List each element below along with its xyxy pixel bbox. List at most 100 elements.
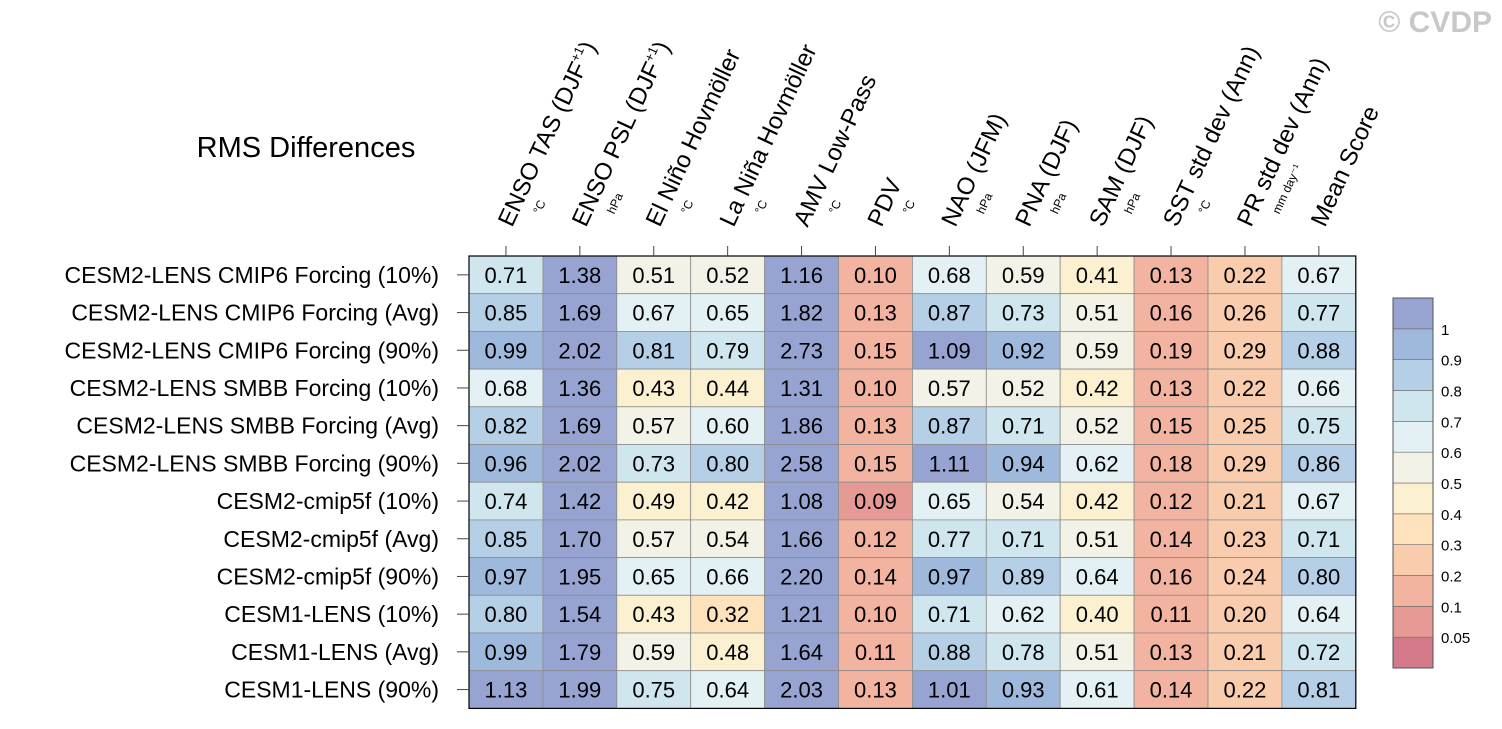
heatmap-cell	[838, 557, 913, 596]
cell-value-label: 1.01	[928, 678, 971, 703]
colorbar-swatch	[1392, 482, 1434, 515]
cell-value-label: 0.52	[1076, 414, 1119, 439]
cell-value-label: 0.92	[1002, 338, 1045, 363]
heatmap-cell	[838, 632, 913, 672]
heatmap-cell	[1207, 519, 1283, 559]
cell-value-label: 0.80	[1297, 564, 1340, 589]
heatmap-cell	[690, 368, 766, 408]
heatmap-cell	[1059, 368, 1135, 408]
cell-value-label: 1.09	[928, 338, 971, 363]
cell-value-label: 0.97	[485, 564, 528, 589]
heatmap-cell	[838, 444, 913, 483]
heatmap-cell	[468, 632, 544, 672]
chart-title: RMS Differences	[197, 132, 416, 164]
column-header-label: PDV	[862, 174, 907, 230]
column-unit-label: °C	[1195, 198, 1214, 216]
cell-value-label: 0.71	[928, 602, 971, 627]
cell-value-label: 0.73	[632, 451, 675, 476]
heatmap-cell	[1059, 444, 1135, 483]
heatmap-cell	[542, 670, 618, 709]
heatmap-cell	[690, 594, 766, 634]
row-label: CESM2-LENS SMBB Forcing (10%)	[70, 375, 439, 401]
cell-value-label: 0.16	[1150, 301, 1193, 326]
cell-value-label: 0.60	[706, 414, 749, 439]
heatmap-cell	[912, 368, 987, 408]
cell-value-label: 0.51	[632, 263, 675, 288]
cell-value-label: 0.73	[1002, 301, 1045, 326]
heatmap-cell	[1059, 293, 1135, 332]
row-label: CESM2-LENS CMIP6 Forcing (10%)	[65, 262, 440, 288]
cell-value-label: 0.13	[1150, 376, 1193, 401]
heatmap-cell	[1059, 557, 1135, 596]
heatmap-cell	[468, 255, 544, 295]
cell-value-label: 0.13	[854, 678, 897, 703]
cell-value-label: 0.88	[1297, 338, 1340, 363]
cell-value-label: 0.15	[854, 451, 897, 476]
heatmap-cell	[542, 255, 618, 295]
colorbar-swatch	[1392, 636, 1434, 669]
cell-value-label: 0.65	[632, 564, 675, 589]
cell-value-label: 2.02	[558, 338, 601, 363]
cell-value-label: 0.77	[1297, 301, 1340, 326]
cell-value-label: 0.81	[1297, 678, 1340, 703]
row-label: CESM2-LENS SMBB Forcing (90%)	[70, 450, 439, 476]
colorbar-tick-label: 0.4	[1441, 507, 1462, 524]
cell-value-label: 0.82	[485, 414, 528, 439]
heatmap-cell	[1133, 670, 1209, 709]
cell-value-label: 0.96	[485, 451, 528, 476]
colorbar-swatch	[1392, 328, 1434, 360]
heatmap-cell	[616, 481, 692, 521]
heatmap-cell	[616, 406, 692, 445]
cell-value-label: 1.54	[558, 602, 601, 627]
heatmap-cell	[838, 406, 913, 445]
heatmap-cell	[1133, 594, 1209, 634]
cell-value-label: 0.72	[1297, 640, 1340, 665]
cell-value-label: 0.94	[1002, 451, 1045, 476]
colorbar-swatch	[1392, 390, 1434, 422]
cell-value-label: 1.31	[780, 376, 823, 401]
row-label: CESM2-cmip5f (Avg)	[223, 526, 439, 552]
cell-value-label: 0.89	[1002, 564, 1045, 589]
cell-value-label: 0.80	[485, 602, 528, 627]
cell-value-label: 0.16	[1150, 564, 1193, 589]
heatmap-cell	[690, 481, 766, 521]
heatmap-cell	[985, 406, 1061, 445]
column-header-label: SAM (DJF)	[1084, 112, 1159, 231]
cell-value-label: 0.09	[854, 489, 897, 514]
cell-value-label: 0.80	[706, 451, 749, 476]
column-unit-label: °C	[900, 198, 919, 216]
column-header-label: PNA (DJF)	[1010, 115, 1083, 230]
cell-value-label: 0.66	[706, 564, 749, 589]
row-label: CESM2-LENS SMBB Forcing (Avg)	[76, 413, 439, 439]
cell-value-label: 0.10	[854, 376, 897, 401]
heatmap-cell	[1133, 368, 1209, 408]
cell-value-label: 0.11	[855, 640, 896, 665]
cell-value-label: 0.40	[1076, 602, 1119, 627]
cell-value-label: 0.64	[1076, 564, 1119, 589]
heatmap-cell	[838, 255, 913, 295]
cell-value-label: 0.22	[1224, 678, 1267, 703]
heatmap-cell	[985, 444, 1061, 483]
cell-value-label: 1.08	[780, 489, 823, 514]
row-label: CESM1-LENS (90%)	[224, 677, 439, 703]
cell-value-label: 1.82	[780, 301, 823, 326]
heatmap-cell	[690, 330, 766, 370]
heatmap-cell	[616, 519, 692, 559]
heatmap-cell	[1207, 670, 1283, 709]
heatmap-cell	[690, 444, 766, 483]
heatmap-cell	[912, 444, 987, 483]
heatmap-cell	[690, 519, 766, 559]
cell-value-label: 0.32	[706, 602, 749, 627]
colorbar-swatch	[1392, 513, 1434, 545]
heatmap-cell	[912, 670, 987, 709]
heatmap-cell	[1281, 557, 1357, 596]
heatmap-cell	[1281, 255, 1357, 295]
heatmap-cell	[764, 519, 839, 559]
heatmap-cell	[1281, 481, 1357, 521]
cell-value-label: 0.51	[1076, 527, 1119, 552]
cell-value-label: 0.79	[706, 338, 749, 363]
heatmap-cell	[912, 406, 987, 445]
heatmap-cell	[468, 444, 544, 483]
